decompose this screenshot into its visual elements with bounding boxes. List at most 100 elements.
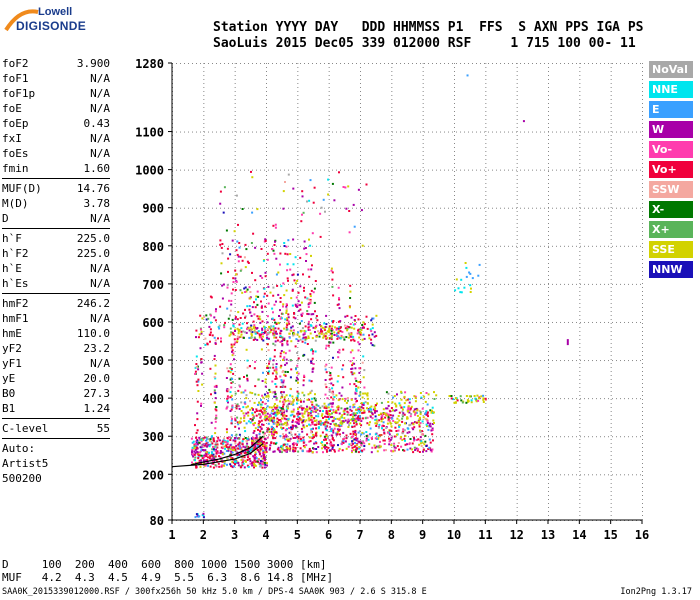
grid-dot xyxy=(520,436,521,438)
grid-dot xyxy=(548,295,549,296)
grid-dot xyxy=(424,169,425,171)
echo-dot xyxy=(227,447,230,450)
grid-dot xyxy=(576,360,577,362)
grid-dot xyxy=(328,171,330,172)
echo-dot xyxy=(218,465,221,468)
grid-dot xyxy=(532,63,533,64)
grid-dot xyxy=(454,259,455,260)
echo-dot xyxy=(205,436,208,439)
grid-dot xyxy=(264,169,265,171)
grid-dot xyxy=(360,163,361,164)
grid-dot xyxy=(484,207,485,209)
x-tick-label: 5 xyxy=(294,528,301,542)
grid-dot xyxy=(610,479,612,480)
echo-dot xyxy=(231,350,233,353)
grid-dot xyxy=(404,321,405,323)
grid-dot xyxy=(368,474,369,476)
grid-dot xyxy=(360,371,361,372)
echo-dot xyxy=(197,457,200,460)
echo-dot xyxy=(285,289,288,292)
grid-dot xyxy=(496,245,497,247)
grid-dot xyxy=(485,259,487,260)
echo-dot xyxy=(205,451,208,454)
echo-dot xyxy=(325,347,327,350)
grid-dot xyxy=(436,169,437,171)
grid-dot xyxy=(203,427,205,428)
grid-dot xyxy=(584,321,585,323)
grid-dot xyxy=(234,283,236,284)
grid-dot xyxy=(368,207,369,209)
grid-dot xyxy=(610,179,612,180)
echo-dot xyxy=(241,440,244,443)
grid-dot xyxy=(391,267,393,268)
grid-dot xyxy=(642,395,643,396)
echo-dot xyxy=(390,425,393,428)
grid-dot xyxy=(360,239,361,240)
grid-dot xyxy=(240,63,241,64)
grid-dot xyxy=(448,245,449,247)
grid-dot xyxy=(212,63,213,64)
echo-dot xyxy=(411,442,414,445)
grid-dot xyxy=(266,243,267,244)
y-tick-label: 800 xyxy=(142,240,164,254)
grid-dot xyxy=(454,331,455,332)
grid-dot xyxy=(528,398,529,400)
grid-dot xyxy=(422,471,424,472)
grid-dot xyxy=(234,135,236,136)
grid-dot xyxy=(391,435,393,436)
echo-dot xyxy=(331,448,334,450)
grid-dot xyxy=(544,436,545,438)
echo-dot xyxy=(302,384,305,387)
echo-dot xyxy=(206,441,209,444)
echo-dot xyxy=(295,426,298,429)
grid-dot xyxy=(624,283,625,285)
echo-dot xyxy=(196,418,199,421)
echo-dot xyxy=(232,352,235,355)
grid-dot xyxy=(610,71,612,72)
echo-dot xyxy=(282,443,285,446)
grid-dot xyxy=(604,131,605,133)
echo-dot xyxy=(220,442,223,445)
echo-dot xyxy=(373,444,376,447)
grid-dot xyxy=(642,243,643,244)
echo-dot xyxy=(227,448,230,451)
y-tick-label: 1000 xyxy=(135,164,164,178)
grid-dot xyxy=(464,131,465,133)
grid-dot xyxy=(391,307,393,308)
echo-dot xyxy=(273,450,276,453)
echo-dot xyxy=(336,433,339,436)
grid-dot xyxy=(404,63,405,64)
echo-dot xyxy=(233,459,236,462)
echo-dot xyxy=(240,446,243,449)
grid-dot xyxy=(508,131,509,133)
echo-dot xyxy=(342,440,345,442)
echo-dot xyxy=(387,413,390,416)
echo-dot xyxy=(219,458,222,461)
grid-dot xyxy=(297,231,299,232)
grid-dot xyxy=(552,283,553,285)
grid-dot xyxy=(579,223,581,224)
echo-dot xyxy=(196,429,199,432)
grid-dot xyxy=(391,111,393,112)
echo-dot xyxy=(311,352,314,355)
grid-dot xyxy=(360,355,361,356)
x-tick-label: 12 xyxy=(509,528,523,542)
echo-dot xyxy=(195,366,198,369)
echo-dot xyxy=(332,294,335,297)
grid-dot xyxy=(360,327,361,328)
grid-dot xyxy=(196,360,197,362)
grid-dot xyxy=(579,231,581,232)
grid-dot xyxy=(579,127,581,128)
grid-dot xyxy=(636,283,637,285)
grid-dot xyxy=(200,398,201,400)
grid-dot xyxy=(516,151,518,152)
grid-dot xyxy=(422,463,424,464)
grid-dot xyxy=(276,63,277,64)
grid-dot xyxy=(632,283,633,285)
grid-dot xyxy=(268,245,269,247)
grid-dot xyxy=(192,131,193,133)
grid-dot xyxy=(268,169,269,171)
echo-dot xyxy=(338,297,340,300)
echo-dot xyxy=(194,459,196,462)
echo-dot xyxy=(226,397,229,400)
